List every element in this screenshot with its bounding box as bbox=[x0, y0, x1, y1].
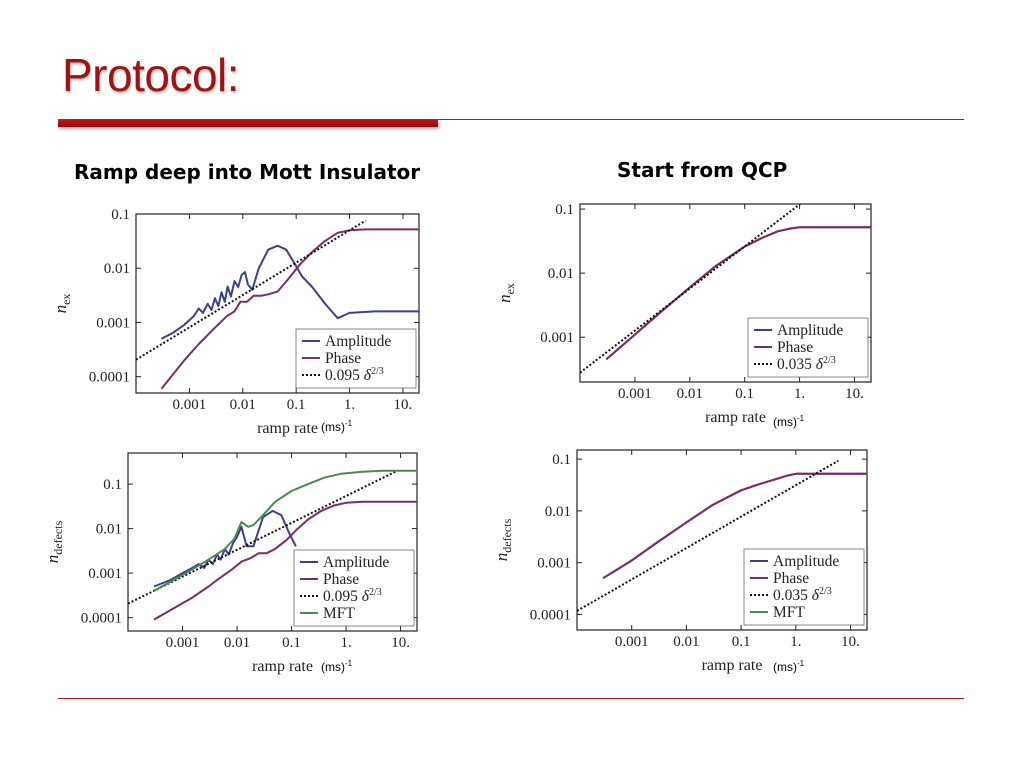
y-tick-label: 0.001 bbox=[540, 330, 574, 346]
legend-label-phase: Phase bbox=[773, 570, 809, 587]
x-tick-label: 1. bbox=[340, 635, 351, 651]
legend-label-phase: Phase bbox=[323, 571, 359, 588]
y-tick-label: 0.0001 bbox=[530, 607, 571, 623]
unit-label-0: (ms)-1 bbox=[321, 419, 353, 434]
slide-title: Protocol: bbox=[62, 49, 240, 101]
y-axis-label: nex bbox=[495, 283, 517, 303]
y-tick-label: 0.01 bbox=[545, 504, 571, 520]
y-axis-label: nex bbox=[51, 294, 73, 314]
legend-label-amplitude: Amplitude bbox=[323, 554, 389, 571]
legend-label-fit: 0.035 δ2/3 bbox=[773, 586, 832, 604]
column-heading-right: Start from QCP bbox=[617, 158, 788, 182]
y-tick-label: 0.0001 bbox=[81, 611, 122, 627]
x-tick-label: 10. bbox=[845, 386, 864, 402]
title-rule bbox=[438, 119, 964, 120]
x-tick-label: 1. bbox=[794, 386, 805, 402]
x-tick-label: 10. bbox=[394, 397, 413, 413]
x-tick-label: 0.1 bbox=[735, 386, 754, 402]
column-heading-left: Ramp deep into Mott Insulator bbox=[74, 160, 421, 184]
x-tick-label: 0.001 bbox=[166, 635, 200, 651]
legend-label-amplitude: Amplitude bbox=[773, 553, 839, 570]
x-axis-label: ramp rate bbox=[252, 658, 313, 675]
x-tick-label: 0.1 bbox=[282, 635, 301, 651]
y-tick-label: 0.1 bbox=[103, 477, 122, 493]
chart-ramp-deep-nex: 0.001 0.01 0.1 1. 10. 0.0001 0.001 0.01 0.1 ramp … bbox=[51, 207, 420, 437]
x-tick-label: 0.1 bbox=[287, 397, 306, 413]
y-tick-label: 0.001 bbox=[96, 315, 130, 331]
x-axis-label: ramp rate bbox=[257, 420, 318, 437]
series-mft-line bbox=[153, 469, 417, 592]
unit-label-2: (ms)-1 bbox=[321, 659, 353, 674]
x-tick-label: 1. bbox=[790, 634, 801, 650]
plot-frame bbox=[579, 203, 872, 383]
footer-rule bbox=[58, 698, 964, 699]
series-phase-line bbox=[605, 226, 871, 361]
x-axis-label: ramp rate bbox=[702, 657, 763, 674]
legend-label-mft: MFT bbox=[773, 604, 805, 621]
series-phase-line bbox=[153, 500, 417, 621]
y-tick-label: 0.1 bbox=[555, 202, 574, 218]
legend-label-fit: 0.095 δ2/3 bbox=[323, 587, 382, 605]
legend-label-phase: Phase bbox=[325, 350, 361, 367]
series-amplitude-line bbox=[153, 509, 297, 588]
y-tick-label: 0.0001 bbox=[89, 370, 130, 386]
series-phase-line bbox=[602, 472, 867, 580]
x-tick-label: 0.01 bbox=[230, 397, 256, 413]
x-tick-label: 1. bbox=[344, 397, 355, 413]
y-tick-label: 0.1 bbox=[552, 452, 571, 468]
legend-label-phase: Phase bbox=[777, 339, 813, 356]
series-amplitude-line bbox=[161, 244, 419, 340]
chart-start-qcp-nex: 0.001 0.01 0.1 1. 10. 0.001 0.01 0.1 ramp rate ne… bbox=[495, 202, 872, 426]
x-tick-label: 10. bbox=[841, 634, 860, 650]
y-axis-label: ndefects bbox=[492, 518, 514, 561]
chart-start-qcp-ndefects: 0.001 0.01 0.1 1. 10. 0.0001 0.001 0.01 0.1 ramp … bbox=[492, 449, 868, 674]
x-tick-label: 0.001 bbox=[615, 634, 649, 650]
legend-label-fit: 0.035 δ2/3 bbox=[777, 355, 836, 373]
x-tick-label: 0.001 bbox=[173, 397, 207, 413]
x-axis-label: ramp rate bbox=[705, 409, 766, 426]
unit-label-3: (ms)-1 bbox=[773, 659, 805, 674]
x-tick-label: 0.01 bbox=[677, 386, 703, 402]
legend-label-amplitude: Amplitude bbox=[777, 322, 843, 339]
series-fit-line bbox=[136, 219, 367, 361]
chart-ramp-deep-ndefects: 0.001 0.01 0.1 1. 10. 0.0001 0.001 0.01 0.1 ramp … bbox=[43, 452, 418, 675]
y-axis-label: ndefects bbox=[43, 520, 65, 563]
plot-frame bbox=[135, 213, 420, 394]
x-tick-label: 0.01 bbox=[224, 635, 250, 651]
legend-label-mft: MFT bbox=[323, 605, 355, 622]
y-tick-label: 0.01 bbox=[104, 261, 130, 277]
y-tick-label: 0.001 bbox=[88, 566, 122, 582]
y-tick-label: 0.01 bbox=[96, 522, 122, 538]
legend-label-amplitude: Amplitude bbox=[325, 333, 391, 350]
title-accent-bar bbox=[58, 119, 438, 127]
x-tick-label: 0.001 bbox=[618, 386, 652, 402]
x-tick-label: 10. bbox=[391, 635, 410, 651]
series-phase-line bbox=[160, 228, 419, 390]
legend-label-fit: 0.095 δ2/3 bbox=[325, 366, 384, 384]
x-tick-label: 0.01 bbox=[673, 634, 699, 650]
unit-label-1: (ms)-1 bbox=[773, 414, 805, 429]
plot-frame bbox=[127, 452, 418, 632]
plot-frame bbox=[576, 449, 868, 631]
y-tick-label: 0.001 bbox=[537, 556, 571, 572]
y-tick-label: 0.01 bbox=[548, 266, 574, 282]
x-tick-label: 0.1 bbox=[732, 634, 751, 650]
y-tick-label: 0.1 bbox=[111, 207, 130, 223]
